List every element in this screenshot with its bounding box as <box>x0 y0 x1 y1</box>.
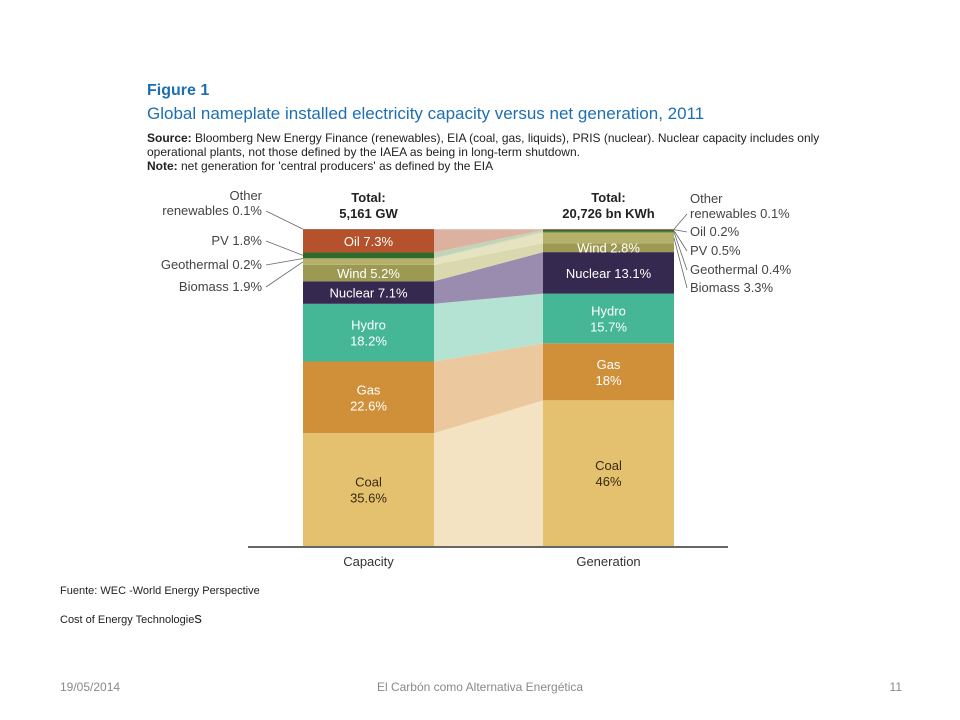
flow-band-oil <box>434 229 543 253</box>
figure-label: Figure 1 <box>147 82 210 99</box>
bar-segment-capacity-geothermal <box>303 258 434 259</box>
callout-label-left-biomass: Biomass 1.9% <box>179 279 263 294</box>
flow-band-wind <box>434 243 543 282</box>
callout-leader-right-geothermal <box>673 232 688 271</box>
figure-title: Global nameplate installed electricity c… <box>147 104 705 123</box>
source-note-line2-main: Cost of Energy Technologie <box>60 614 195 626</box>
bar-segment-generation-nuclear <box>543 252 674 294</box>
callout-leader-left-biomass <box>265 261 304 288</box>
slide-page-number: 11 <box>889 680 902 694</box>
source-note-line1: Fuente: WEC -World Energy Perspective <box>60 585 260 597</box>
flow-band-hydro <box>434 293 543 362</box>
callout-label-right-pv: PV 0.5% <box>690 243 741 258</box>
callout-label-right-biomass: Biomass 3.3% <box>690 280 774 295</box>
callout-label-right-oil: Oil 0.2% <box>690 224 740 239</box>
bar-label-generation-gas: Gas 18% <box>595 357 621 388</box>
flow-band-geothermal <box>434 231 543 259</box>
bar-segment-generation-coal <box>543 400 674 546</box>
figure-notes: Source: Bloomberg New Energy Finance (re… <box>147 131 847 173</box>
source-text: Bloomberg New Energy Finance (renewables… <box>147 131 820 159</box>
callout-leader-right-oil <box>673 229 688 233</box>
category-label-capacity: Capacity <box>343 554 394 569</box>
category-label-generation: Generation <box>576 554 640 569</box>
callout-leader-left-geothermal <box>265 258 304 266</box>
bar-label-capacity-gas: Gas 22.6% <box>350 382 387 413</box>
note-text: net generation for 'central producers' a… <box>177 159 494 173</box>
callout-leader-left-other-renewables <box>265 210 304 230</box>
flow-band-nuclear <box>434 252 543 304</box>
bar-segment-capacity-coal <box>303 433 434 546</box>
total-label-generation: Total: 20,726 bn KWh <box>562 190 655 221</box>
bar-label-capacity-oil: Oil 7.3% <box>344 234 394 249</box>
bar-label-generation-coal: Coal 46% <box>595 458 622 489</box>
flow-band-biomass <box>434 232 543 265</box>
callout-leader-right-pv <box>673 230 688 252</box>
bar-segment-generation-oil <box>543 229 674 230</box>
callout-leader-right-biomass <box>673 237 688 289</box>
bar-segment-capacity-hydro <box>303 303 434 362</box>
flow-band-pv <box>434 229 543 259</box>
bar-segment-capacity-pv <box>303 252 434 259</box>
callout-leader-left-pv <box>265 240 304 256</box>
note-heading: Note: <box>147 159 178 173</box>
bar-segment-capacity-biomass <box>303 258 434 265</box>
bar-label-capacity-wind: Wind 5.2% <box>337 266 400 281</box>
bar-segment-generation-gas <box>543 343 674 401</box>
callout-label-left-other-renewables: Other renewables 0.1% <box>162 188 262 218</box>
bar-segment-generation-hydro <box>543 293 674 344</box>
bar-segment-capacity-oil <box>303 229 434 253</box>
bar-segment-capacity-wind <box>303 264 434 282</box>
source-note-line2-tail: s <box>194 610 202 627</box>
callout-label-left-geothermal: Geothermal 0.2% <box>161 257 263 272</box>
flow-band-gas <box>434 343 543 434</box>
bar-label-capacity-coal: Coal 35.6% <box>350 475 387 506</box>
bar-segment-generation-other-renewables <box>543 229 674 230</box>
source-heading: Source: <box>147 131 192 145</box>
flow-band-coal <box>434 400 543 546</box>
bar-segment-generation-geothermal <box>543 231 674 233</box>
bar-segment-generation-biomass <box>543 232 674 244</box>
bar-segment-generation-wind <box>543 243 674 253</box>
bar-segment-capacity-other-renewables <box>303 229 434 230</box>
total-label-capacity: Total: 5,161 GW <box>339 190 398 221</box>
source-note-line2: Cost of Energy Technologies <box>60 610 202 627</box>
bar-label-generation-hydro: Hydro 15.7% <box>590 303 627 334</box>
bar-segment-generation-pv <box>543 229 674 232</box>
bar-label-capacity-nuclear: Nuclear 7.1% <box>329 286 407 301</box>
bar-segment-capacity-gas <box>303 361 434 434</box>
slide-date: 19/05/2014 <box>60 680 121 694</box>
bar-label-generation-wind: Wind 2.8% <box>577 241 640 256</box>
bar-label-capacity-hydro: Hydro 18.2% <box>350 318 387 349</box>
callout-leader-right-other-renewables <box>673 213 688 230</box>
callout-label-right-other-renewables: Other renewables 0.1% <box>690 191 790 221</box>
callout-label-left-pv: PV 1.8% <box>211 233 262 248</box>
bar-label-generation-nuclear: Nuclear 13.1% <box>566 266 652 281</box>
bar-segment-capacity-nuclear <box>303 281 434 304</box>
callout-label-right-geothermal: Geothermal 0.4% <box>690 262 792 277</box>
